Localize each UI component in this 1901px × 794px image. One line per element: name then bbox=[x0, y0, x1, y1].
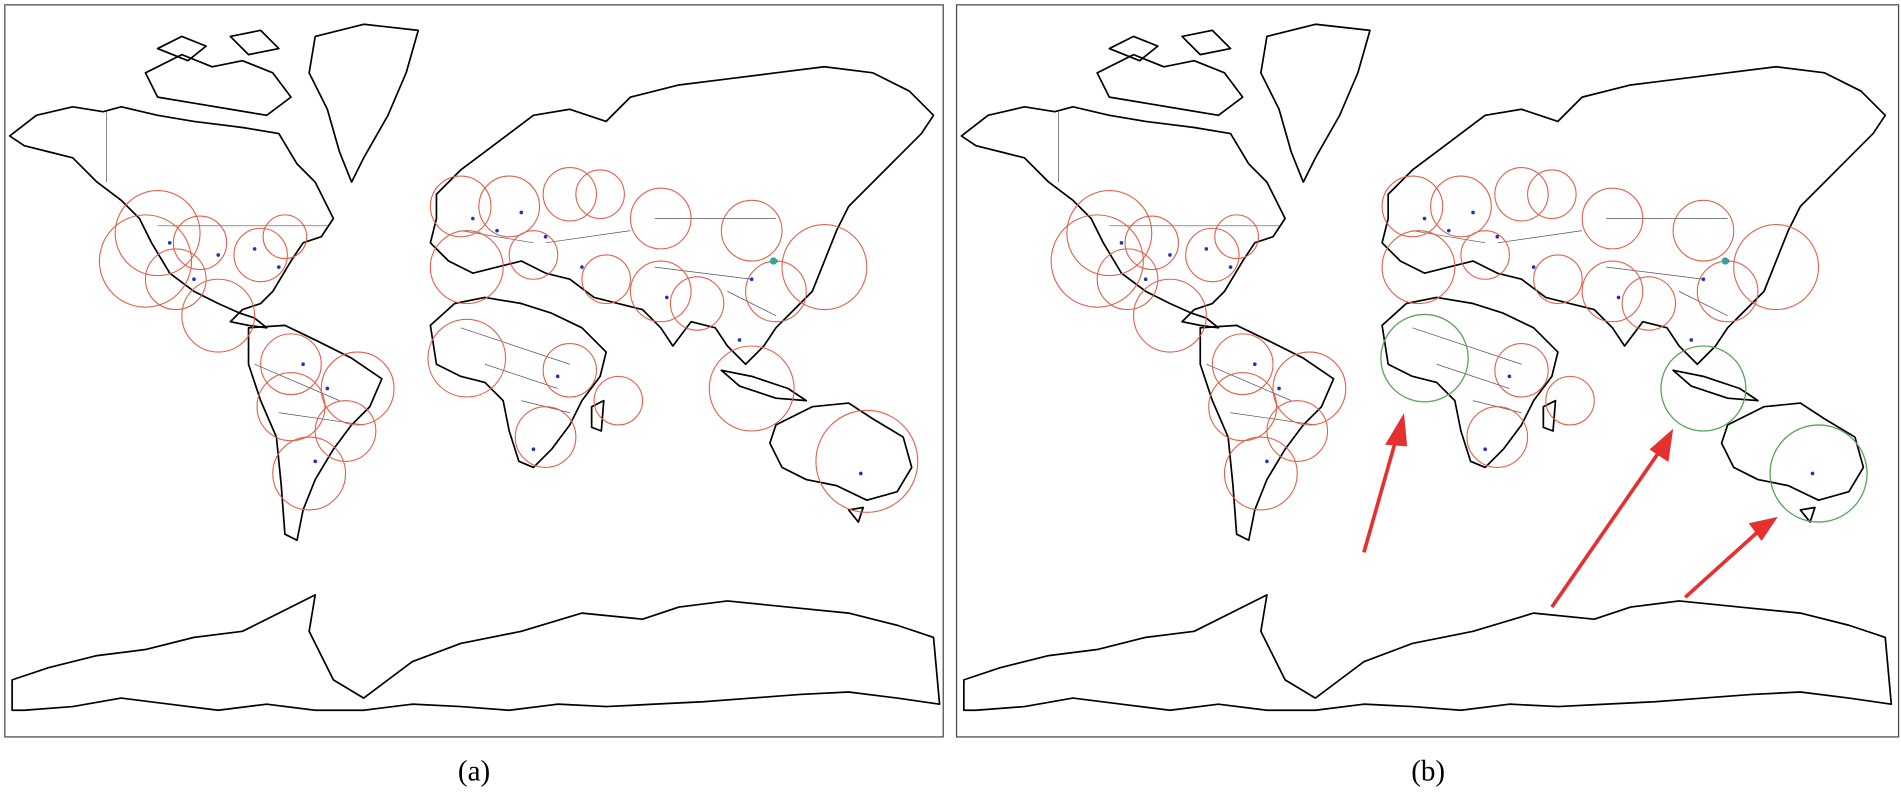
map-panel: (b) bbox=[955, 4, 1900, 788]
panel-label: (a) bbox=[458, 756, 490, 788]
panel-label: (b) bbox=[1411, 756, 1445, 788]
map-panel: (a) bbox=[4, 4, 944, 788]
